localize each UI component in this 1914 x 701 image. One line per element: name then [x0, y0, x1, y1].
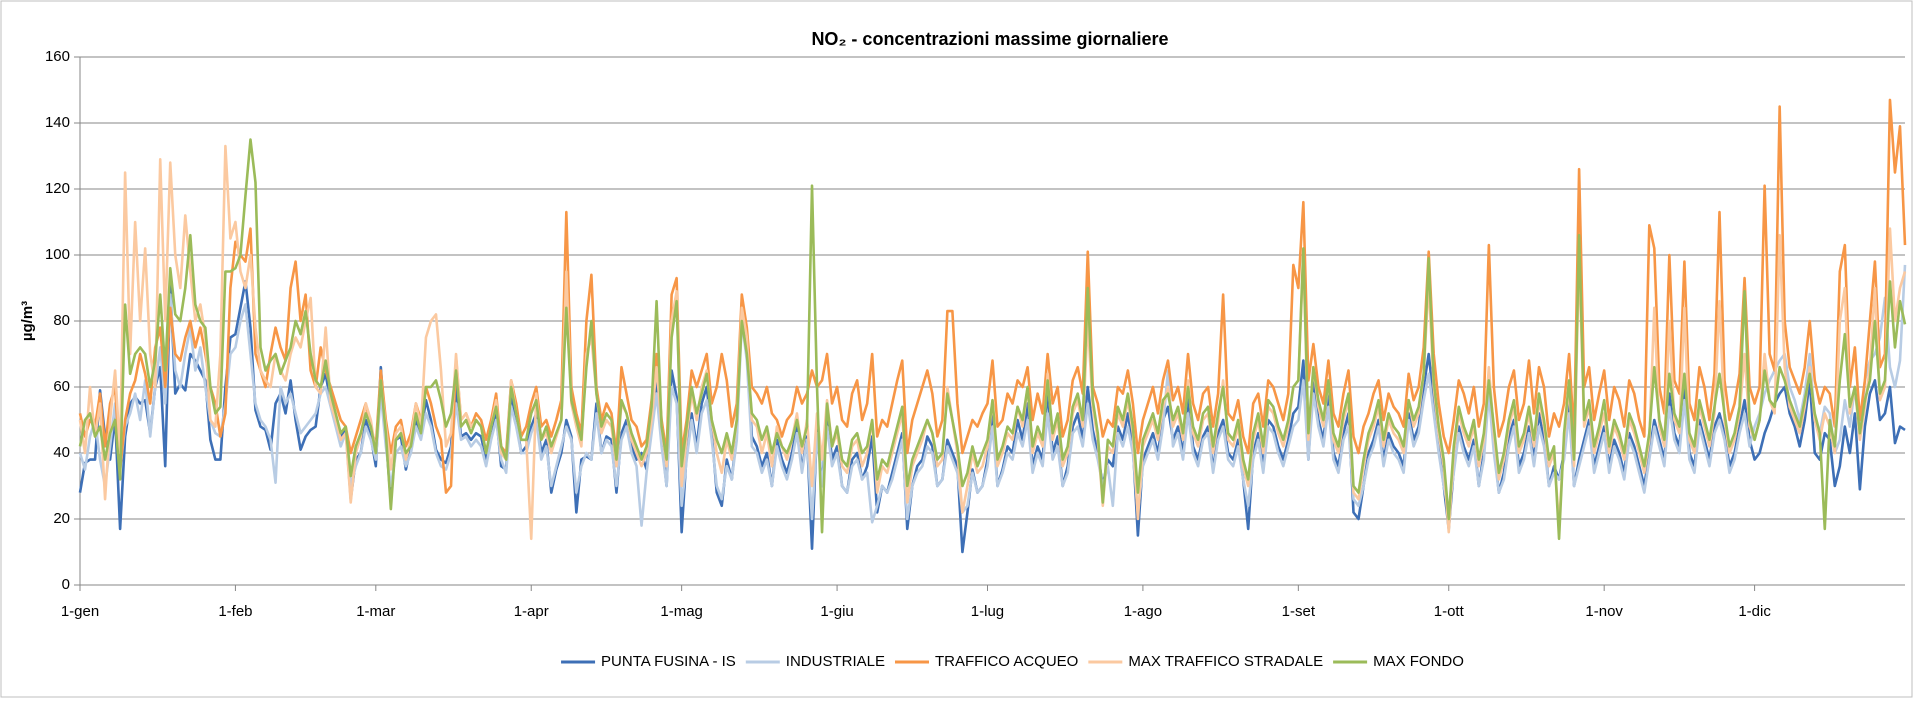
legend: PUNTA FUSINA - IS INDUSTRIALE TRAFFICO ACQ… [561, 653, 1464, 670]
x-tick-label: 1-ago [1124, 603, 1162, 620]
x-tick-label: 1-giu [820, 603, 853, 620]
x-tick-label: 1-dic [1738, 603, 1771, 620]
x-tick-label: 1-set [1282, 603, 1316, 620]
y-tick-label: 60 [53, 378, 70, 395]
legend-label: MAX FONDO [1373, 653, 1464, 670]
legend-label: TRAFFICO ACQUEO [935, 653, 1078, 670]
series-line [78, 138, 1907, 541]
chart-title: NO₂ - concentrazioni massime giornaliere [811, 29, 1168, 49]
x-tick-label: 1-lug [971, 603, 1004, 620]
legend-label: PUNTA FUSINA - IS [601, 653, 736, 670]
y-tick-label: 80 [53, 312, 70, 329]
y-axis-label: µg/m³ [19, 301, 36, 341]
legend-label: MAX TRAFFICO STRADALE [1128, 653, 1323, 670]
y-tick-label: 0 [62, 576, 70, 593]
legend-label: INDUSTRIALE [786, 653, 885, 670]
x-tick-label: 1-feb [218, 603, 252, 620]
x-tick-label: 1-nov [1585, 603, 1623, 620]
y-tick-label: 20 [53, 510, 70, 527]
x-tick-label: 1-ott [1434, 603, 1465, 620]
x-tick-label: 1-apr [514, 603, 549, 620]
y-tick-label: 100 [45, 246, 70, 263]
y-tick-label: 160 [45, 48, 70, 65]
x-tick-label: 1-mag [660, 603, 703, 620]
y-tick-label: 40 [53, 444, 70, 461]
x-tick-label: 1-mar [356, 603, 395, 620]
y-tick-label: 120 [45, 180, 70, 197]
x-tick-label: 1-gen [61, 603, 99, 620]
y-tick-label: 140 [45, 114, 70, 131]
